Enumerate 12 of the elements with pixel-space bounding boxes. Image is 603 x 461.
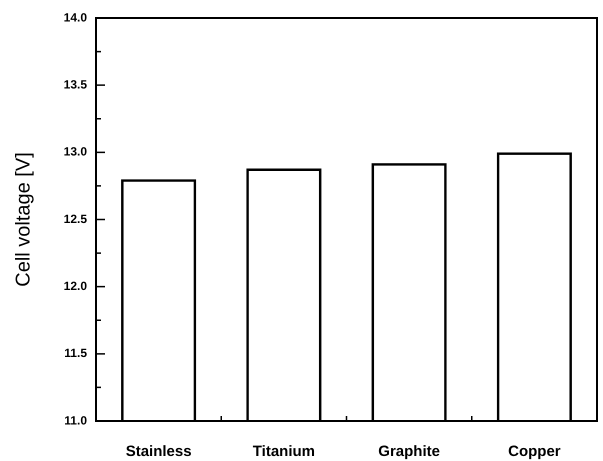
x-tick-label: Stainless	[126, 443, 192, 460]
y-tick-label: 13.0	[64, 144, 88, 159]
y-tick-label: 12.5	[64, 212, 88, 226]
y-axis-title: Cell voltage [V]	[12, 152, 35, 287]
x-tick-label: Titanium	[252, 443, 315, 460]
y-tick-label: 11.0	[64, 413, 88, 428]
y-tick-label: 11.5	[64, 346, 88, 360]
y-tick-label: 13.5	[64, 77, 88, 92]
y-tick-label: 14.0	[64, 10, 88, 24]
x-tick-label: Graphite	[378, 443, 440, 460]
y-tick-label: 12.0	[64, 278, 88, 293]
x-tick-label: Copper	[508, 443, 561, 460]
